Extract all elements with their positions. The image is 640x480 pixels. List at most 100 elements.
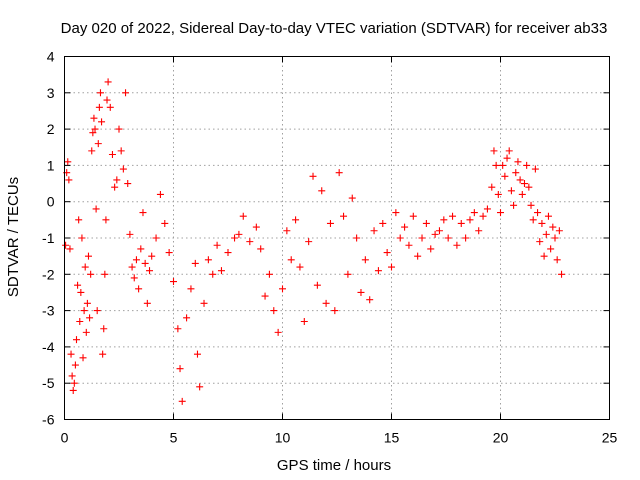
data-point [435, 227, 443, 235]
data-point [490, 147, 498, 155]
data-point [326, 219, 334, 227]
data-point [261, 292, 269, 300]
data-point [540, 252, 548, 260]
data-point [431, 230, 439, 238]
data-point [84, 252, 92, 260]
data-point [274, 328, 282, 336]
data-point [231, 234, 239, 242]
data-point [135, 285, 143, 293]
data-point [523, 161, 531, 169]
y-tick-label: -5 [42, 375, 55, 391]
data-point [503, 154, 511, 162]
data-point [209, 270, 217, 278]
data-point [81, 263, 89, 271]
data-point [527, 201, 535, 209]
data-point [427, 245, 435, 253]
data-point [76, 317, 84, 325]
data-point [547, 245, 555, 253]
data-point [146, 267, 154, 275]
data-point [479, 212, 487, 220]
data-point [68, 372, 76, 380]
data-point [101, 270, 109, 278]
data-point [98, 118, 106, 126]
data-point [422, 219, 430, 227]
data-point [265, 270, 273, 278]
data-point [331, 307, 339, 315]
data-point [544, 212, 552, 220]
x-axis-ticks: 0 5 10 15 20 25 [61, 56, 617, 446]
data-point [252, 223, 260, 231]
data-point [126, 230, 134, 238]
data-point [361, 256, 369, 264]
data-point [440, 216, 448, 224]
data-point [235, 230, 243, 238]
y-tick-label: -1 [42, 230, 55, 246]
data-point [183, 314, 191, 322]
data-point [102, 216, 110, 224]
data-point [507, 187, 515, 195]
data-points [62, 78, 566, 405]
x-tick-label: 20 [493, 430, 509, 446]
data-point [88, 147, 96, 155]
data-point [462, 234, 470, 242]
data-point [78, 234, 86, 242]
data-point [470, 209, 478, 217]
data-point [117, 147, 125, 155]
data-point [414, 252, 422, 260]
data-point [370, 227, 378, 235]
data-point [494, 190, 502, 198]
data-point [187, 285, 195, 293]
y-tick-label: 0 [47, 194, 55, 210]
data-point [90, 114, 98, 122]
y-axis-label: SDTVAR / TECUs [5, 177, 22, 297]
data-point [178, 397, 186, 405]
data-point [83, 299, 91, 307]
data-point [176, 365, 184, 373]
data-point [80, 307, 88, 315]
data-point [124, 180, 132, 188]
data-point [89, 129, 97, 137]
data-point [137, 245, 145, 253]
data-point [525, 183, 533, 191]
data-point [444, 234, 452, 242]
data-point [383, 249, 391, 257]
y-tick-label: 4 [47, 49, 55, 65]
data-point [165, 249, 173, 257]
data-point [379, 219, 387, 227]
y-tick-label: -2 [42, 266, 55, 282]
data-point [534, 209, 542, 217]
data-point [108, 151, 116, 159]
data-point [200, 299, 208, 307]
data-point [75, 216, 83, 224]
data-point [518, 190, 526, 198]
data-point [374, 267, 382, 275]
data-point [132, 256, 140, 264]
data-point [217, 267, 225, 275]
data-point [193, 350, 201, 358]
data-point [531, 165, 539, 173]
data-point [148, 252, 156, 260]
data-point [492, 161, 500, 169]
data-point [516, 176, 524, 184]
data-point [318, 187, 326, 195]
data-point [538, 219, 546, 227]
data-point [104, 78, 112, 86]
data-point [62, 241, 70, 249]
data-point [96, 89, 104, 97]
data-point [99, 350, 107, 358]
data-point [309, 172, 317, 180]
data-point [499, 161, 507, 169]
y-tick-label: -3 [42, 303, 55, 319]
data-point [409, 212, 417, 220]
data-point [224, 249, 232, 257]
data-point [246, 238, 254, 246]
data-point [344, 270, 352, 278]
data-point [152, 234, 160, 242]
data-point [520, 180, 528, 188]
data-point [213, 241, 221, 249]
data-point [113, 176, 121, 184]
data-point [139, 209, 147, 217]
data-point [141, 259, 149, 267]
data-point [103, 96, 111, 104]
